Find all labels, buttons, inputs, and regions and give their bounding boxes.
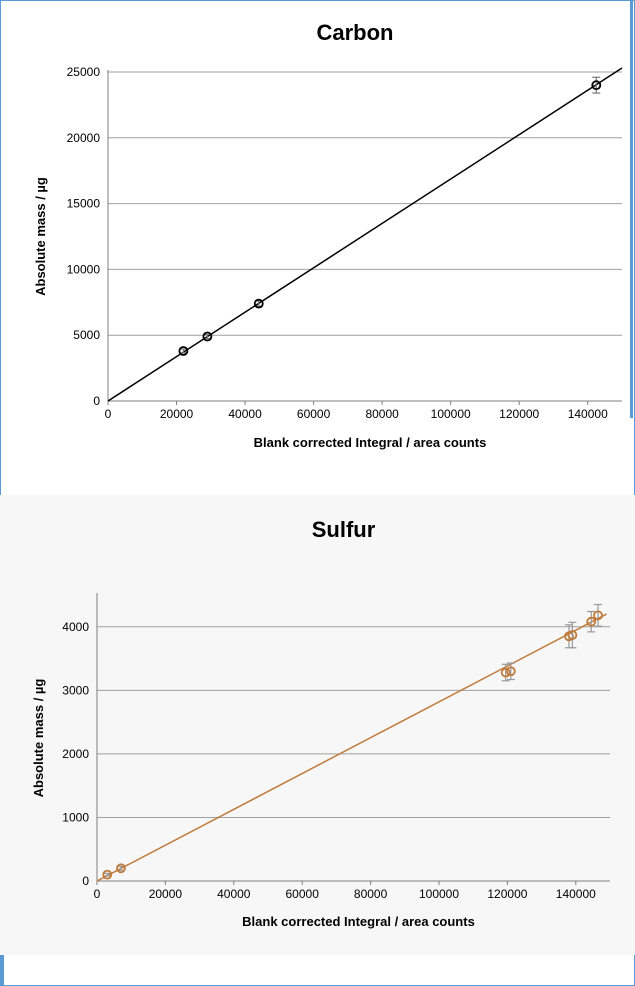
x-tick-label: 60000 (297, 407, 331, 421)
data-point (253, 298, 264, 309)
x-tick-label: 140000 (556, 887, 596, 901)
data-point (593, 610, 603, 621)
y-tick-label: 25000 (67, 65, 101, 79)
y-tick-label: 0 (82, 874, 89, 888)
x-tick-label: 120000 (499, 407, 539, 421)
chart-title: Carbon (317, 20, 394, 45)
y-tick-label: 3000 (62, 683, 89, 697)
x-tick-label: 40000 (228, 407, 262, 421)
x-tick-label: 80000 (354, 887, 388, 901)
x-tick-label: 80000 (365, 407, 399, 421)
chart-title: Sulfur (312, 517, 376, 542)
x-tick-label: 20000 (160, 407, 194, 421)
x-axis-label: Blank corrected Integral / area counts (242, 914, 475, 929)
y-tick-label: 15000 (67, 197, 101, 211)
data-point (567, 630, 578, 640)
x-tick-label: 40000 (217, 887, 251, 901)
data-point (500, 667, 511, 678)
x-tick-label: 60000 (286, 887, 320, 901)
y-tick-label: 4000 (62, 620, 89, 634)
x-tick-label: 0 (105, 407, 112, 421)
y-tick-label: 1000 (62, 810, 89, 824)
x-tick-label: 140000 (568, 407, 608, 421)
x-axis-label: Blank corrected Integral / area counts (254, 435, 487, 450)
data-point (102, 869, 113, 880)
x-tick-label: 100000 (419, 887, 459, 901)
data-point (591, 80, 602, 91)
data-point (116, 863, 126, 874)
sulfur-chart-panel: Sulfur 0 1000 2000 3000 4000 0 20000 40000 60000 8… (0, 495, 635, 955)
frame-accent-right (630, 0, 633, 418)
y-axis-label: Absolute mass / µg (31, 679, 46, 798)
carbon-chart: Carbon 0 5000 10000 15000 20000 25000 0 20000 400… (33, 20, 623, 450)
data-point (178, 346, 189, 356)
x-tick-label: 20000 (149, 887, 183, 901)
data-point (202, 331, 213, 342)
fit-line (107, 67, 623, 402)
y-tick-label: 10000 (67, 262, 101, 276)
y-tick-label: 2000 (62, 747, 89, 761)
carbon-chart-panel: Carbon 0 5000 10000 15000 20000 25000 0 20000 400… (0, 0, 635, 470)
data-point (505, 666, 516, 677)
x-tick-label: 100000 (431, 407, 471, 421)
y-tick-label: 5000 (73, 328, 100, 342)
y-tick-label: 20000 (67, 131, 101, 145)
x-tick-label: 0 (94, 887, 101, 901)
y-tick-label: 0 (93, 394, 100, 408)
fit-line (96, 613, 607, 882)
y-axis-label: Absolute mass / µg (33, 177, 48, 296)
x-tick-label: 120000 (487, 887, 527, 901)
data-point (586, 616, 597, 627)
